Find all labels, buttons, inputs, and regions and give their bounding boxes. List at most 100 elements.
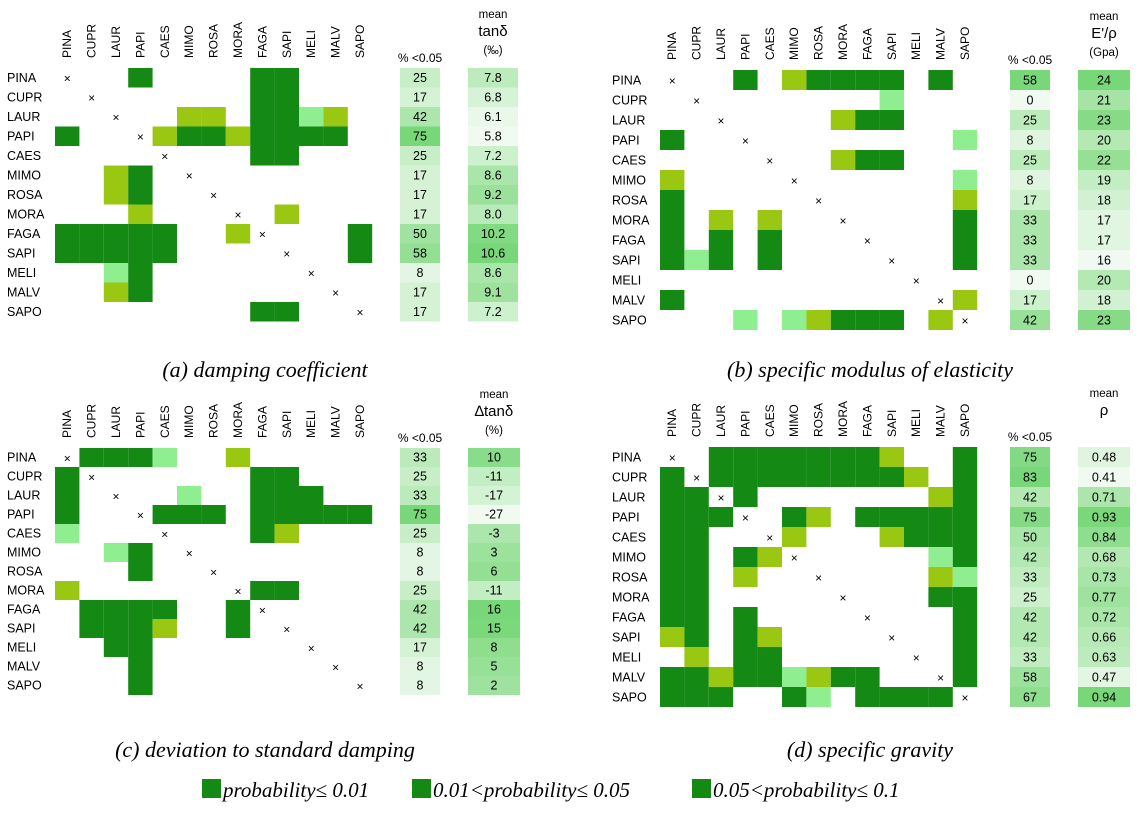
diagonal-mark: × (112, 489, 119, 503)
col-header-mora: MORA (231, 22, 245, 58)
diagonal-mark: × (64, 451, 71, 465)
matrix-cell (855, 667, 880, 687)
matrix-cell (128, 68, 153, 88)
col-header-faga: FAGA (860, 405, 874, 437)
pct-value: 17 (413, 169, 427, 183)
col-header-meli: MELI (304, 30, 318, 58)
mean-value: 18 (1097, 193, 1111, 207)
matrix-cell (250, 126, 275, 146)
col-header-caes: CAES (763, 27, 777, 60)
mean-cell (468, 263, 518, 283)
matrix-cell (103, 263, 129, 283)
mean-header-line: (‰) (483, 45, 502, 57)
row-label-sapi: SAPI (612, 630, 641, 644)
matrix-cell (708, 210, 734, 230)
mean-cell (1078, 627, 1130, 647)
matrix-cell (952, 230, 978, 250)
matrix-cell (177, 126, 202, 146)
diagonal-mark: × (791, 174, 798, 188)
matrix-cell (708, 230, 734, 250)
matrix-cell (128, 243, 153, 263)
mean-value: 23 (1097, 113, 1111, 127)
col-header-rosa: ROSA (207, 404, 221, 438)
diagonal-mark: × (210, 565, 217, 579)
matrix-cell (928, 310, 953, 330)
row-label-caes: CAES (7, 527, 41, 541)
matrix-cell (274, 107, 299, 127)
diagonal-mark: × (186, 169, 193, 183)
pct-cell (1010, 130, 1050, 150)
row-label-papi: PAPI (7, 508, 35, 522)
matrix-cell (952, 210, 978, 230)
matrix-cell (757, 230, 782, 250)
diagonal-mark: × (210, 189, 217, 203)
mean-value: 0.63 (1092, 650, 1116, 664)
matrix-cell (250, 581, 275, 600)
diagonal-mark: × (88, 91, 95, 105)
pct-value: 33 (1023, 233, 1037, 247)
mean-value: 19 (1097, 173, 1111, 187)
mean-cell (1078, 527, 1130, 547)
mean-header-line: (Gpa) (1089, 47, 1119, 59)
pct-value: 75 (1023, 510, 1037, 524)
matrix-cell (952, 527, 978, 547)
matrix-cell (830, 110, 856, 130)
diagonal-mark: × (234, 584, 241, 598)
row-label-malv: MALV (7, 286, 41, 300)
matrix-cell (660, 567, 685, 587)
pct-cell (400, 224, 440, 244)
diagonal-mark: × (766, 531, 773, 545)
matrix-cell (323, 107, 348, 127)
col-header-mora: MORA (836, 24, 850, 60)
row-label-pina: PINA (7, 451, 37, 465)
mean-cell (1078, 270, 1130, 290)
pct-cell (400, 676, 440, 695)
mean-value: 5.8 (484, 130, 501, 144)
matrix-cell (904, 467, 929, 487)
row-label-rosa: ROSA (612, 570, 648, 584)
matrix-cell (347, 224, 373, 244)
matrix-cell (684, 250, 709, 270)
matrix-cell (660, 170, 685, 190)
matrix-cell (660, 527, 685, 547)
pct-header: % <0.05 (1008, 430, 1053, 444)
diagonal-mark: × (259, 228, 266, 242)
matrix-cell (708, 687, 734, 707)
matrix-cell (55, 224, 80, 244)
matrix-cell (103, 185, 129, 205)
mean-cell (468, 638, 520, 657)
matrix-cell (733, 467, 758, 487)
diagonal-mark: × (234, 208, 241, 222)
mean-value: 0.71 (1092, 490, 1116, 504)
diagonal-mark: × (742, 134, 749, 148)
pct-cell (400, 204, 440, 224)
pct-value: 58 (1023, 73, 1037, 87)
diagonal-mark: × (815, 571, 822, 585)
matrix-cell (660, 627, 685, 647)
pct-value: 8 (1027, 173, 1034, 187)
matrix-cell (660, 487, 685, 507)
mean-cell (468, 581, 520, 600)
matrix-cell (684, 607, 709, 627)
matrix-cell (274, 146, 299, 166)
matrix-cell (782, 687, 807, 707)
matrix-cell (684, 667, 709, 687)
matrix-cell (250, 68, 275, 88)
pct-value: 25 (413, 527, 427, 541)
mean-header-line: mean (1090, 11, 1119, 23)
matrix-cell (274, 486, 299, 505)
pct-cell (400, 638, 440, 657)
matrix-cell (708, 447, 734, 467)
matrix-cell (830, 467, 856, 487)
matrix-cell (855, 70, 880, 90)
matrix-cell (904, 687, 929, 707)
matrix-cell (250, 505, 275, 524)
mean-cell (1078, 170, 1130, 190)
pct-value: 17 (413, 641, 427, 655)
mean-value: 0.68 (1092, 550, 1116, 564)
diagonal-mark: × (888, 254, 895, 268)
matrix-cell (177, 486, 202, 505)
mean-value: 7.8 (484, 71, 501, 85)
matrix-cell (830, 447, 856, 467)
matrix-cell (904, 507, 929, 527)
